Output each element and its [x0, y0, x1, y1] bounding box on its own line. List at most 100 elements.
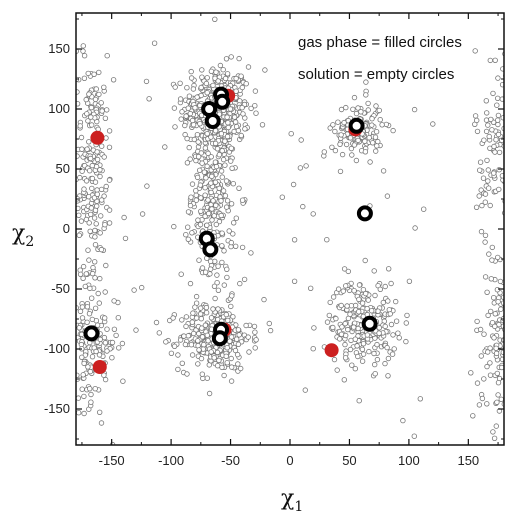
background-point [84, 97, 89, 102]
background-point [204, 81, 209, 86]
background-point [185, 136, 190, 141]
background-point [184, 324, 189, 329]
background-point [337, 337, 342, 342]
background-point [229, 240, 234, 245]
background-point [383, 361, 388, 366]
background-point [206, 211, 211, 216]
background-point [405, 313, 410, 318]
background-point [262, 297, 267, 302]
background-point [88, 212, 93, 217]
background-point [122, 215, 127, 220]
background-point [350, 153, 355, 158]
background-point [87, 168, 92, 173]
background-point [351, 107, 356, 112]
background-point [226, 318, 231, 323]
background-point [364, 93, 369, 98]
background-point [491, 295, 496, 300]
background-point [495, 96, 500, 101]
background-point [216, 307, 221, 312]
background-point [471, 414, 476, 419]
background-point [486, 168, 491, 173]
background-point [498, 279, 503, 284]
background-point [209, 181, 214, 186]
background-point [87, 221, 92, 226]
background-point [191, 87, 196, 92]
background-point [89, 123, 94, 128]
background-point [226, 125, 231, 130]
background-point [237, 186, 242, 191]
background-point [322, 150, 327, 155]
background-point [186, 334, 191, 339]
background-point [140, 212, 145, 217]
background-point [342, 267, 347, 272]
solution-point [85, 327, 97, 339]
background-point [197, 168, 202, 173]
background-point [494, 424, 499, 429]
background-point [90, 354, 95, 359]
gas-phase-point [325, 343, 339, 357]
background-point [198, 183, 203, 188]
background-point [378, 117, 383, 122]
background-point [179, 117, 184, 122]
background-point [88, 229, 93, 234]
background-point [92, 72, 97, 77]
background-point [220, 149, 225, 154]
background-point [203, 185, 208, 190]
background-point [249, 251, 254, 256]
background-point [236, 328, 241, 333]
background-point [190, 118, 195, 123]
background-point [81, 373, 86, 378]
background-point [205, 376, 210, 381]
background-point [95, 157, 100, 162]
background-point [88, 369, 93, 374]
background-point [103, 341, 108, 346]
background-point [231, 221, 236, 226]
background-point [173, 85, 178, 90]
background-point [89, 115, 94, 120]
background-point [99, 198, 104, 203]
background-point [213, 17, 218, 22]
y-tick-label: -150 [44, 401, 70, 416]
background-point [104, 184, 109, 189]
background-point [85, 112, 90, 117]
background-point [418, 397, 423, 402]
background-point [397, 336, 402, 341]
background-point [78, 175, 83, 180]
background-point [339, 107, 344, 112]
background-point [92, 216, 97, 221]
background-point [184, 232, 189, 237]
background-point [200, 75, 205, 80]
background-point [381, 300, 386, 305]
solution-point [364, 318, 376, 330]
background-point [93, 180, 98, 185]
background-point [497, 187, 502, 192]
background-point [224, 354, 229, 359]
background-point [249, 106, 254, 111]
x-tick-label: -150 [99, 453, 125, 468]
background-point [253, 330, 258, 335]
background-point [88, 156, 93, 161]
background-point [209, 190, 214, 195]
background-point [222, 283, 227, 288]
background-point [184, 114, 189, 119]
background-point [154, 320, 159, 325]
background-point [87, 311, 92, 316]
background-point [359, 110, 364, 115]
background-point [373, 371, 378, 376]
background-point [216, 264, 221, 269]
background-point [357, 398, 362, 403]
background-point [179, 272, 184, 277]
background-point [216, 288, 221, 293]
background-point [103, 377, 108, 382]
solution-point [351, 120, 363, 132]
background-point [134, 328, 139, 333]
background-point [366, 101, 371, 106]
background-point [89, 392, 94, 397]
background-point [333, 129, 338, 134]
background-point [292, 279, 297, 284]
background-point [102, 155, 107, 160]
background-point [496, 299, 501, 304]
background-point [219, 131, 224, 136]
background-point [252, 324, 257, 329]
background-point [486, 313, 491, 318]
